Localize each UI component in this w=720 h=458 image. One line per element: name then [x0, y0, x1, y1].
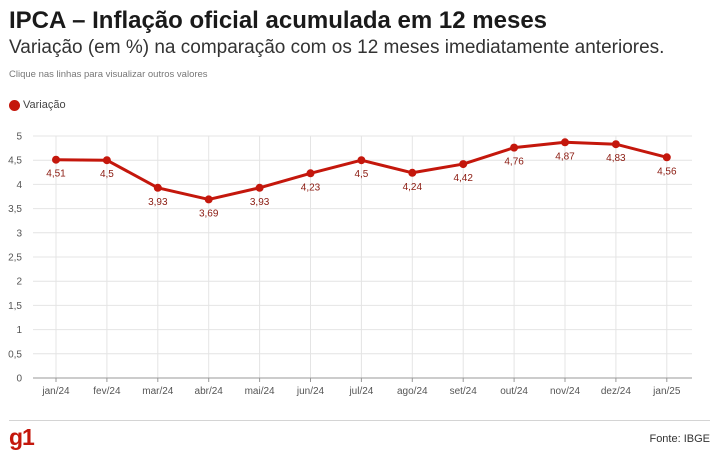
data-point[interactable] [255, 183, 264, 192]
data-label: 3,93 [148, 197, 168, 208]
data-point[interactable] [662, 153, 671, 162]
line-chart[interactable]: 0 0,5 1 1,5 2 2,5 3 3,5 4 4,5 5 jan/24 fev/24 mar/24 a… [0, 0, 720, 410]
data-label: 4,87 [555, 151, 575, 162]
data-point[interactable] [459, 160, 468, 169]
data-point[interactable] [510, 143, 519, 152]
x-tick-label: nov/24 [550, 386, 580, 397]
y-tick-label: 5 [16, 132, 22, 143]
data-label: 4,23 [301, 182, 321, 193]
data-label: 4,76 [504, 157, 524, 168]
y-tick-label: 1 [16, 325, 22, 336]
x-tick-label: mar/24 [142, 386, 174, 397]
y-tick-label: 2 [16, 277, 22, 288]
data-point[interactable] [561, 138, 569, 147]
x-tick-label: jul/24 [348, 386, 373, 397]
data-point[interactable] [102, 156, 111, 165]
data-point[interactable] [52, 155, 60, 164]
y-tick-label: 3 [16, 228, 22, 239]
x-tick-label: out/24 [500, 386, 528, 397]
x-tick-label: abr/24 [195, 386, 224, 397]
g1-logo: g1 [9, 424, 35, 450]
data-point[interactable] [204, 195, 213, 204]
data-label: 4,42 [453, 173, 473, 184]
data-point[interactable] [408, 168, 417, 177]
legend-label: Variação [23, 99, 66, 111]
x-tick-label: jan/25 [652, 386, 681, 397]
x-tick-label: jun/24 [296, 386, 325, 397]
data-point[interactable] [306, 169, 315, 178]
x-tick-label: fev/24 [93, 386, 121, 397]
y-tick-label: 0,5 [8, 349, 22, 360]
data-label: 4,83 [606, 153, 626, 164]
x-tick-label: set/24 [450, 386, 478, 397]
footer-divider [9, 420, 710, 421]
x-tick-label: ago/24 [397, 386, 428, 397]
y-tick-label: 0 [16, 374, 22, 385]
data-point[interactable] [153, 183, 162, 192]
data-label: 3,69 [199, 208, 219, 219]
data-label: 4,24 [403, 182, 423, 193]
y-tick-label: 4,5 [8, 156, 22, 167]
y-tick-label: 1,5 [8, 301, 22, 312]
data-point[interactable] [611, 140, 620, 149]
y-tick-label: 2,5 [8, 253, 22, 264]
x-tick-label: jan/24 [41, 386, 70, 397]
source-note: Fonte: IBGE [649, 433, 710, 445]
data-label: 4,5 [100, 169, 114, 180]
data-label: 4,51 [46, 169, 66, 180]
data-label: 4,56 [657, 166, 677, 177]
data-label: 4,5 [354, 169, 368, 180]
chart-title: IPCA – Inflação oficial acumulada em 12 … [9, 7, 548, 34]
legend-marker-icon [9, 99, 20, 111]
interaction-hint: Clique nas linhas para visualizar outros… [9, 69, 208, 80]
x-tick-label: dez/24 [601, 386, 631, 397]
chart-subtitle: Variação (em %) na comparação com os 12 … [9, 37, 665, 58]
data-label: 3,93 [250, 197, 270, 208]
y-tick-label: 3,5 [8, 204, 22, 215]
chart-legend[interactable]: Variação [9, 99, 66, 111]
x-tick-label: mai/24 [245, 386, 275, 397]
data-point[interactable] [357, 156, 366, 165]
y-tick-label: 4 [16, 180, 22, 191]
